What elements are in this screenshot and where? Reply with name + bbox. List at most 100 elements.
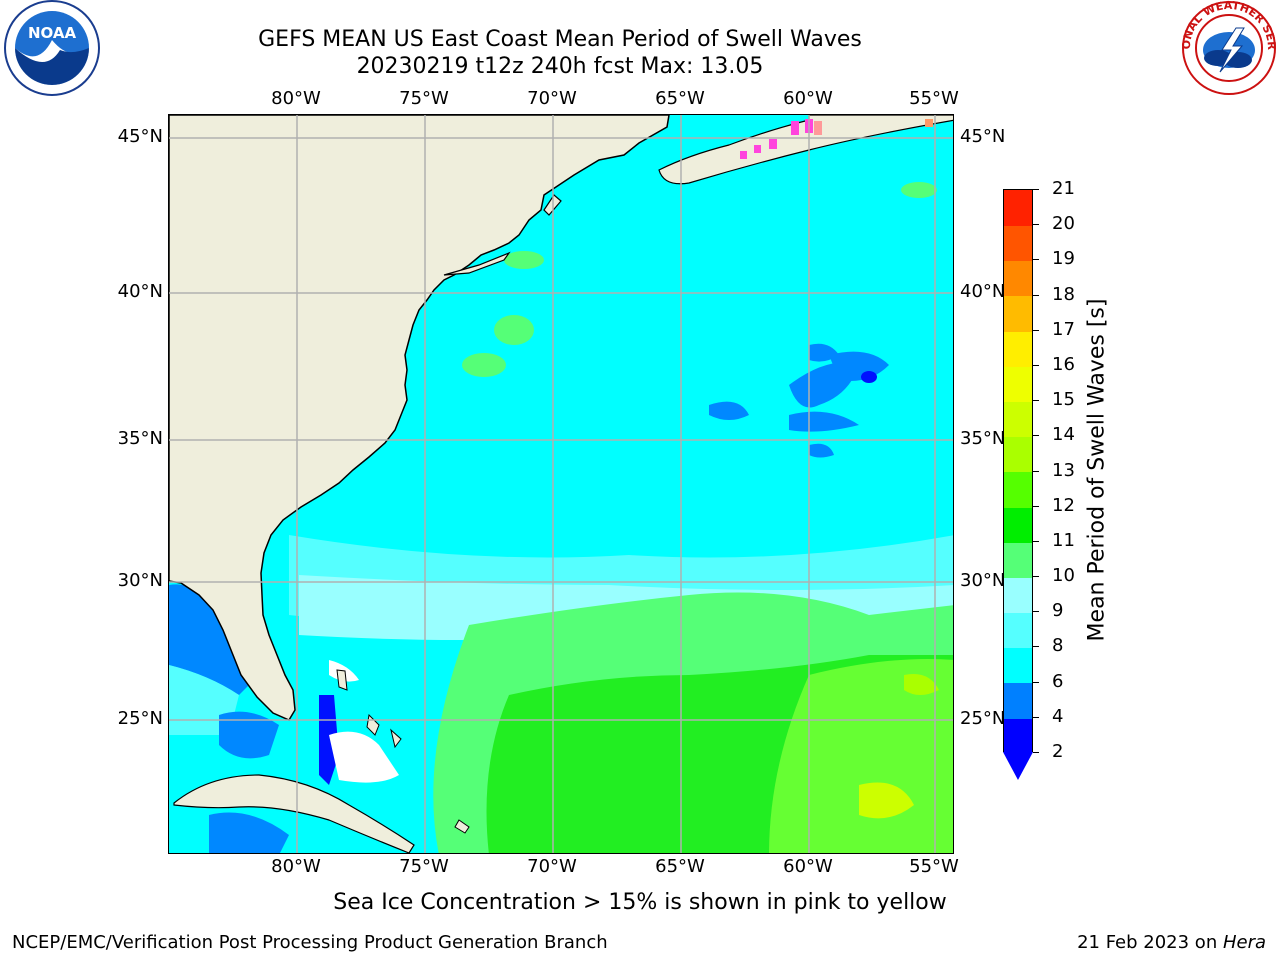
colorbar-segment — [1004, 436, 1032, 473]
caribbean-blue-patch — [209, 812, 289, 853]
colorbar-segment — [1004, 471, 1032, 508]
lon-tick-top: 55°W — [909, 88, 959, 109]
colorbar-tick-label: 9 — [1052, 600, 1064, 622]
colorbar-tick-mark — [1033, 716, 1039, 718]
colorbar-tick-mark — [1033, 224, 1039, 226]
colorbar-tick-mark — [1033, 540, 1039, 542]
lon-tick-top: 80°W — [271, 88, 321, 109]
colorbar-segment — [1004, 682, 1032, 719]
blue-patch — [709, 401, 749, 420]
colorbar-tick-mark — [1033, 435, 1039, 437]
bahamas-island — [390, 728, 402, 749]
lon-tick-bottom: 60°W — [783, 856, 833, 877]
colorbar-tick-label: 17 — [1052, 318, 1075, 340]
colorbar-segment — [1004, 260, 1032, 297]
light-green-patch — [504, 251, 544, 269]
colorbar-tick-label: 8 — [1052, 635, 1064, 657]
colorbar-tick-label: 21 — [1052, 178, 1075, 199]
long-island — [443, 251, 511, 276]
swell-period-field — [169, 115, 953, 853]
colorbar-tick-mark — [1033, 611, 1039, 613]
sea-ice-cell — [754, 145, 761, 153]
lon-tick-top: 60°W — [783, 88, 833, 109]
gulf-blue-patch — [169, 584, 259, 695]
lon-tick-bottom: 70°W — [527, 856, 577, 877]
map-subtitle: 20230219 t12z 240h fcst Max: 13.05 — [356, 54, 764, 79]
lon-tick-bottom: 75°W — [399, 856, 449, 877]
graticule — [169, 115, 953, 853]
yellow-green-patch — [859, 782, 914, 819]
nova-scotia — [658, 115, 953, 185]
colorbar-segment — [1004, 612, 1032, 649]
colorbar — [1003, 189, 1033, 754]
colorbar-tick-mark — [1033, 189, 1039, 190]
light-green-patch — [462, 353, 506, 377]
lon-tick-top: 75°W — [399, 88, 449, 109]
svg-text:NOAA: NOAA — [28, 24, 77, 42]
colorbar-tick-label: 15 — [1052, 389, 1075, 411]
lon-tick-top: 70°W — [527, 88, 577, 109]
cuba — [173, 774, 415, 853]
colorbar-tick-label: 14 — [1052, 424, 1075, 446]
colorbar-tick-label: 18 — [1052, 283, 1075, 305]
colorbar-tick-label: 2 — [1052, 741, 1064, 762]
blue-patch — [809, 443, 834, 458]
colorbar-tick-label: 16 — [1052, 353, 1075, 375]
colorbar-tick-label: 4 — [1052, 705, 1064, 727]
colorbar-tick-mark — [1033, 505, 1039, 507]
bahamas-island — [336, 669, 348, 691]
colorbar-tick-mark — [1033, 470, 1039, 472]
colorbar-tick-mark — [1033, 400, 1039, 402]
light-green-patch — [494, 315, 534, 345]
colorbar-segment — [1004, 225, 1032, 262]
colorbar-segment — [1004, 717, 1032, 754]
colorbar-segment — [1004, 401, 1032, 438]
light-green-patch — [901, 182, 937, 198]
colorbar-tick-label: 12 — [1052, 494, 1075, 516]
colorbar-segment — [1004, 295, 1032, 332]
footer-credit: NCEP/EMC/Verification Post Processing Pr… — [12, 932, 608, 953]
colorbar-under-arrow — [1003, 752, 1033, 780]
footer-date: 21 Feb 2023 on Hera — [1077, 932, 1266, 954]
colorbar-tick-label: 6 — [1052, 670, 1064, 692]
colorbar-segment — [1004, 190, 1032, 226]
lat-tick-right: 25°N — [960, 708, 1006, 729]
colorbar-segment — [1004, 577, 1032, 614]
lat-tick-left: 45°N — [117, 126, 163, 147]
colorbar-segment — [1004, 541, 1032, 578]
colorbar-tick-mark — [1033, 259, 1039, 261]
dark-blue-patch — [861, 371, 877, 383]
colorbar-segment — [1004, 647, 1032, 684]
lat-tick-left: 30°N — [117, 570, 163, 591]
colorbar-tick-label: 13 — [1052, 459, 1075, 481]
footer-date-text: 21 Feb 2023 on — [1077, 932, 1223, 953]
lat-tick-left: 35°N — [117, 428, 163, 449]
sea-ice-cell — [925, 119, 933, 127]
colorbar-tick-mark — [1033, 646, 1039, 648]
colorbar-tick-label: 11 — [1052, 529, 1075, 551]
colorbar-tick-mark — [1033, 576, 1039, 578]
noaa-logo: NOAA — [4, 0, 100, 96]
lon-tick-bottom: 65°W — [655, 856, 705, 877]
yellow-green-patch — [904, 674, 939, 695]
colorbar-tick-mark — [1033, 752, 1039, 753]
sea-ice-note: Sea Ice Concentration > 15% is shown in … — [333, 890, 947, 915]
us-coastline — [169, 115, 670, 721]
lat-tick-left: 25°N — [117, 708, 163, 729]
colorbar-segment — [1004, 365, 1032, 402]
colorbar-tick-label: 19 — [1052, 248, 1075, 270]
lat-tick-left: 40°N — [117, 281, 163, 302]
colorbar-tick-mark — [1033, 294, 1039, 296]
colorbar-tick-label: 10 — [1052, 565, 1075, 587]
map-panel[interactable] — [168, 114, 954, 854]
lat-tick-right: 30°N — [960, 570, 1006, 591]
blue-patch — [789, 411, 859, 432]
colorbar-segment — [1004, 506, 1032, 543]
colorbar-segment — [1004, 330, 1032, 367]
colorbar-tick-mark — [1033, 364, 1039, 366]
lon-tick-bottom: 55°W — [909, 856, 959, 877]
colorbar-tick-mark — [1033, 681, 1039, 683]
colorbar-label: Mean Period of Swell Waves [s] — [1084, 298, 1110, 642]
sea-ice-cell — [769, 139, 777, 149]
shallow-mask — [329, 731, 399, 783]
